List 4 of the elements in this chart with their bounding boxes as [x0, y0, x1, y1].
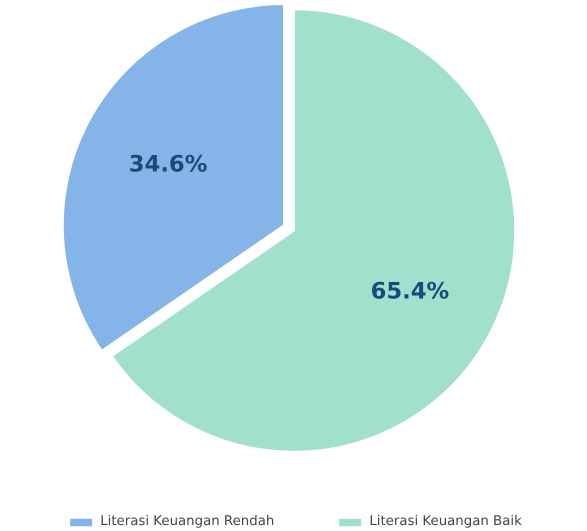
legend-label: Literasi Keuangan Baik [369, 514, 522, 529]
data-label: 65.4% [370, 278, 450, 304]
data-label: 34.6% [128, 151, 208, 178]
legend-label: Literasi Keuangan Rendah [100, 514, 274, 529]
